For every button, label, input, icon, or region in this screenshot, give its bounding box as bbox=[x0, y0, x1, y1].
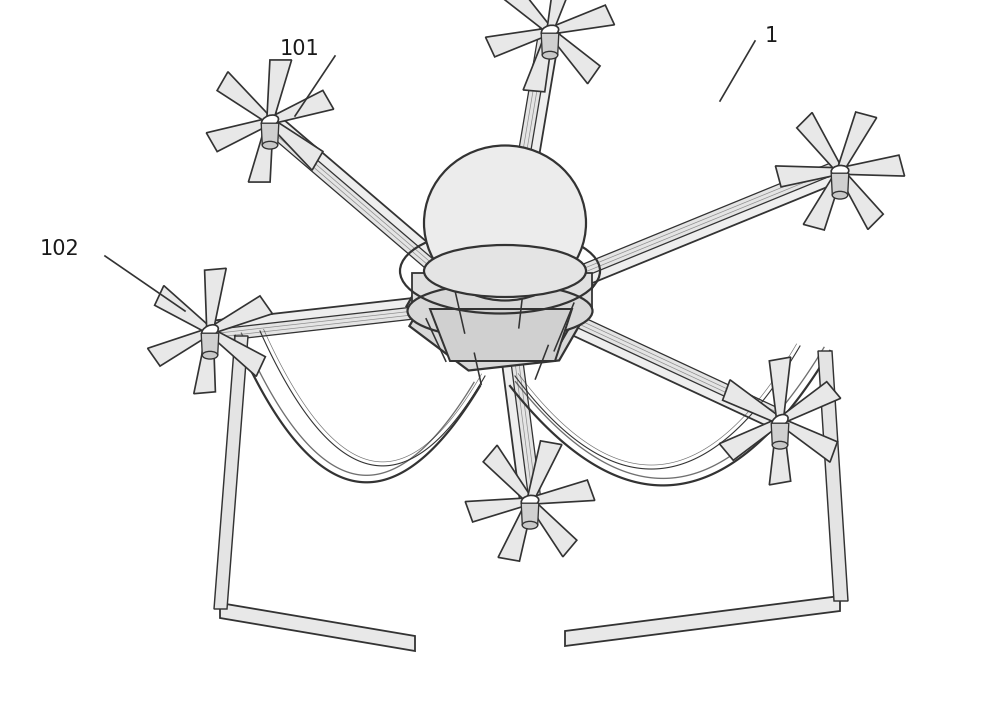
Polygon shape bbox=[510, 354, 541, 501]
Polygon shape bbox=[486, 28, 551, 57]
Polygon shape bbox=[409, 261, 591, 371]
Polygon shape bbox=[837, 169, 883, 229]
Ellipse shape bbox=[424, 146, 586, 301]
Polygon shape bbox=[406, 240, 594, 353]
Polygon shape bbox=[769, 357, 791, 421]
Polygon shape bbox=[771, 423, 789, 445]
Polygon shape bbox=[566, 162, 844, 291]
Polygon shape bbox=[769, 421, 791, 485]
Polygon shape bbox=[194, 331, 215, 394]
Polygon shape bbox=[412, 273, 592, 313]
Polygon shape bbox=[775, 166, 840, 187]
Polygon shape bbox=[521, 503, 539, 525]
Ellipse shape bbox=[202, 351, 218, 359]
Polygon shape bbox=[523, 30, 553, 92]
Polygon shape bbox=[797, 113, 843, 173]
Polygon shape bbox=[831, 173, 849, 195]
Polygon shape bbox=[568, 313, 785, 422]
Polygon shape bbox=[269, 90, 334, 124]
Polygon shape bbox=[541, 33, 559, 55]
Polygon shape bbox=[547, 0, 577, 32]
Text: 102: 102 bbox=[40, 239, 80, 259]
Polygon shape bbox=[209, 297, 427, 341]
Polygon shape bbox=[205, 268, 226, 332]
Ellipse shape bbox=[424, 245, 586, 297]
Polygon shape bbox=[803, 170, 843, 230]
Polygon shape bbox=[723, 380, 782, 424]
Polygon shape bbox=[155, 285, 212, 334]
Polygon shape bbox=[504, 29, 560, 249]
Ellipse shape bbox=[831, 165, 849, 177]
Ellipse shape bbox=[772, 442, 788, 449]
Polygon shape bbox=[263, 121, 442, 275]
Polygon shape bbox=[465, 498, 531, 522]
Polygon shape bbox=[549, 5, 614, 34]
Polygon shape bbox=[217, 72, 272, 123]
Ellipse shape bbox=[772, 414, 788, 428]
Text: 101: 101 bbox=[280, 39, 320, 59]
Polygon shape bbox=[214, 336, 248, 609]
Polygon shape bbox=[261, 123, 279, 145]
Text: 1: 1 bbox=[765, 26, 778, 46]
Ellipse shape bbox=[541, 25, 559, 36]
Polygon shape bbox=[148, 328, 211, 366]
Polygon shape bbox=[500, 0, 552, 34]
Polygon shape bbox=[268, 118, 323, 170]
Polygon shape bbox=[503, 29, 551, 247]
Polygon shape bbox=[840, 155, 905, 176]
Ellipse shape bbox=[521, 496, 539, 507]
Polygon shape bbox=[430, 309, 572, 361]
Polygon shape bbox=[267, 60, 292, 121]
Ellipse shape bbox=[542, 51, 558, 59]
Ellipse shape bbox=[408, 283, 592, 339]
Polygon shape bbox=[837, 112, 877, 172]
Polygon shape bbox=[565, 313, 784, 430]
Polygon shape bbox=[498, 500, 533, 561]
Polygon shape bbox=[483, 445, 532, 503]
Polygon shape bbox=[208, 328, 265, 376]
Ellipse shape bbox=[202, 325, 218, 337]
Polygon shape bbox=[206, 118, 271, 151]
Polygon shape bbox=[209, 296, 272, 334]
Polygon shape bbox=[501, 354, 540, 503]
Polygon shape bbox=[778, 381, 841, 424]
Ellipse shape bbox=[522, 522, 538, 529]
Polygon shape bbox=[566, 161, 840, 283]
Polygon shape bbox=[210, 306, 427, 342]
Polygon shape bbox=[220, 603, 415, 651]
Polygon shape bbox=[565, 596, 840, 646]
Ellipse shape bbox=[832, 191, 848, 199]
Polygon shape bbox=[528, 499, 577, 557]
Polygon shape bbox=[201, 333, 219, 355]
Polygon shape bbox=[248, 121, 273, 182]
Polygon shape bbox=[529, 480, 595, 504]
Polygon shape bbox=[548, 29, 600, 83]
Polygon shape bbox=[818, 351, 848, 601]
Polygon shape bbox=[527, 441, 562, 502]
Polygon shape bbox=[719, 418, 782, 461]
Ellipse shape bbox=[262, 142, 278, 149]
Polygon shape bbox=[778, 418, 837, 462]
Polygon shape bbox=[264, 114, 447, 275]
Ellipse shape bbox=[262, 115, 278, 127]
